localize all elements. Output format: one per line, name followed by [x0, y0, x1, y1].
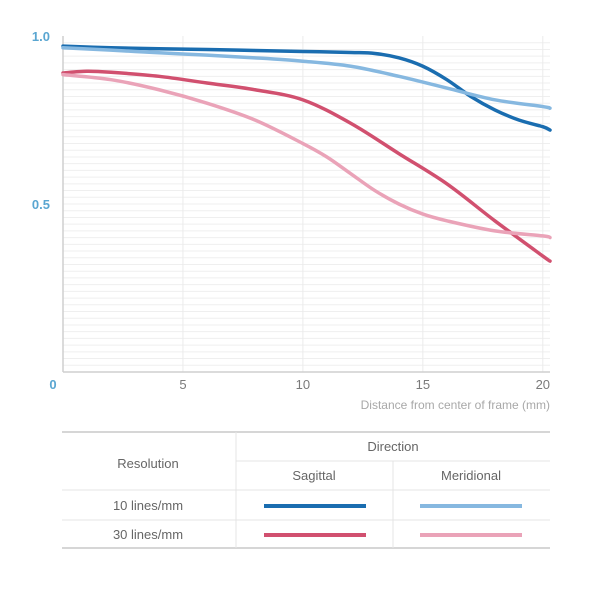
y-tick-label: 0.5 — [32, 197, 50, 212]
series-line-m10 — [61, 46, 552, 110]
legend-resolution-header: Resolution — [117, 456, 178, 471]
legend-sagittal-header: Sagittal — [292, 468, 335, 483]
x-tick-label: 10 — [296, 377, 310, 392]
origin-label: 0 — [49, 377, 56, 392]
legend-meridional-header: Meridional — [441, 468, 501, 483]
x-axis-label: Distance from center of frame (mm) — [361, 398, 550, 412]
chart-grid — [63, 36, 550, 372]
x-tick-label: 20 — [536, 377, 550, 392]
legend-row-label-10: 10 lines/mm — [113, 498, 183, 513]
chart-series — [61, 44, 552, 263]
chart-ticks: 0.5 1.0 0 5 10 15 20 — [32, 29, 550, 392]
legend-table: Resolution Direction Sagittal Meridional… — [62, 431, 550, 549]
series-line-m30 — [61, 72, 552, 240]
x-tick-label: 5 — [179, 377, 186, 392]
series-line-s10 — [61, 44, 552, 132]
legend-direction-header: Direction — [367, 439, 418, 454]
x-tick-label: 15 — [416, 377, 430, 392]
series-line-s30 — [61, 69, 552, 263]
legend-row-label-30: 30 lines/mm — [113, 527, 183, 542]
chart-axes — [62, 36, 550, 373]
y-tick-label: 1.0 — [32, 29, 50, 44]
